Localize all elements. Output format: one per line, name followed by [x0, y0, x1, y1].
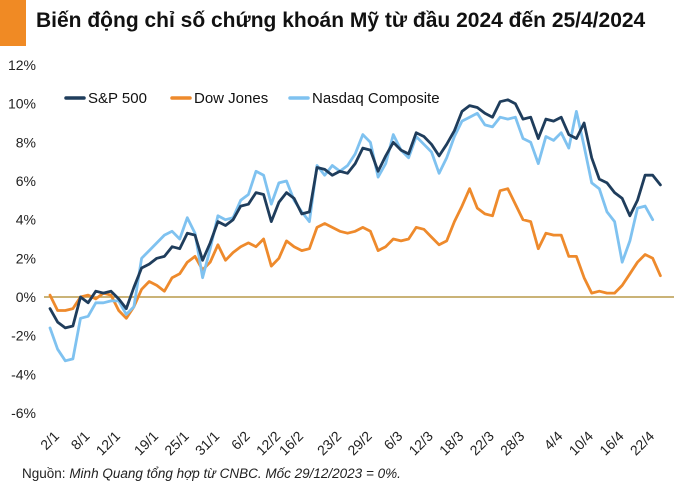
- legend-label: S&P 500: [88, 90, 147, 107]
- y-tick-label: -2%: [11, 328, 36, 344]
- x-tick-label: 16/4: [596, 428, 627, 459]
- x-tick-label: 25/1: [161, 428, 192, 459]
- y-tick-label: 0%: [16, 289, 36, 305]
- source-text: Minh Quang tổng hợp từ CNBC. Mốc 29/12/2…: [69, 466, 401, 481]
- legend: S&P 500 Dow Jones Nasdaq Composite: [64, 90, 440, 107]
- x-axis-ticks: 2/1 8/1 12/1 19/1 25/1 31/1 6/2 12/216/2 23/2 29/…: [37, 428, 657, 459]
- x-tick-label: 12/3: [405, 428, 436, 459]
- y-axis-ticks: 12% 10% 8% 6% 4% 2% 0% -2% -4% -6%: [8, 57, 36, 421]
- y-tick-label: 2%: [16, 250, 36, 266]
- x-tick-label: 2/1: [37, 428, 62, 453]
- x-tick-label: 28/3: [497, 428, 528, 459]
- x-tick-label: 29/2: [344, 428, 375, 459]
- y-tick-label: -4%: [11, 366, 36, 382]
- x-tick-label: 6/2: [228, 428, 253, 453]
- series-lines: [48, 98, 662, 363]
- chart-title: Biến động chỉ số chứng khoán Mỹ từ đầu 2…: [36, 9, 646, 32]
- x-tick-label: 31/1: [192, 428, 223, 459]
- y-tick-label: 8%: [16, 134, 36, 150]
- x-tick-label: 8/1: [68, 428, 93, 453]
- y-tick-label: 4%: [16, 212, 36, 228]
- x-tick-label: 12/1: [93, 428, 124, 459]
- legend-label: Nasdaq Composite: [312, 90, 440, 107]
- x-tick-label: 16/2: [276, 428, 307, 459]
- y-tick-label: 12%: [8, 57, 36, 73]
- series-line-nasdaq-composite: [48, 110, 655, 363]
- x-tick-label: 4/4: [541, 428, 566, 453]
- x-tick-label: 19/1: [131, 428, 162, 459]
- y-tick-label: 6%: [16, 173, 36, 189]
- x-tick-label: 23/2: [314, 428, 345, 459]
- source-note: Nguồn: Minh Quang tổng hợp từ CNBC. Mốc …: [22, 466, 401, 481]
- legend-label: Dow Jones: [194, 90, 268, 107]
- y-tick-label: 10%: [8, 96, 36, 112]
- title-accent-bar: [0, 0, 26, 46]
- x-tick-label: 6/3: [380, 428, 405, 453]
- x-tick-label: 18/3: [436, 428, 467, 459]
- line-chart: 12% 10% 8% 6% 4% 2% 0% -2% -4% -6% 2/1 8/1 12/1 19/1…: [8, 57, 674, 459]
- x-tick-label: 22/4: [627, 428, 658, 459]
- x-tick-label: 10/4: [566, 428, 597, 459]
- y-tick-label: -6%: [11, 405, 36, 421]
- series-line-dow-jones: [48, 187, 662, 320]
- x-tick-label: 22/3: [466, 428, 497, 459]
- source-label: Nguồn:: [22, 466, 66, 481]
- series-line-s-p-500: [48, 98, 662, 330]
